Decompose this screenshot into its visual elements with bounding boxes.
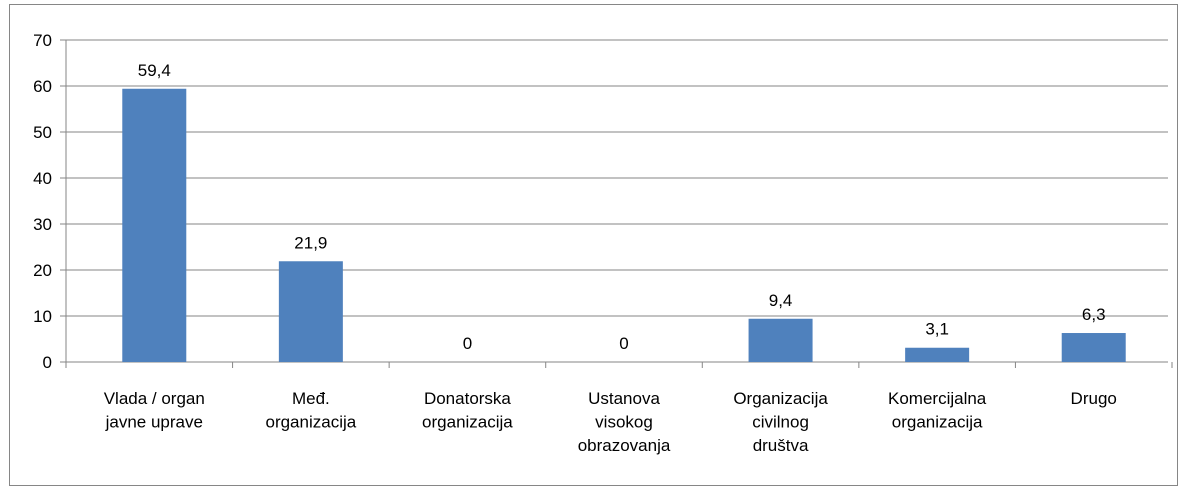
x-tick-label: Donatorska organizacija bbox=[422, 389, 513, 432]
y-tick-label: 50 bbox=[33, 123, 52, 142]
x-tick-label: Drugo bbox=[1071, 389, 1117, 408]
data-label: 3,1 bbox=[925, 320, 949, 339]
bar bbox=[748, 318, 813, 362]
y-tick-label: 0 bbox=[43, 353, 52, 372]
data-label: 0 bbox=[463, 334, 472, 353]
y-tick-label: 30 bbox=[33, 215, 52, 234]
chart-border bbox=[9, 4, 1178, 486]
data-label: 9,4 bbox=[769, 291, 793, 310]
bar bbox=[278, 261, 343, 362]
data-label: 6,3 bbox=[1082, 305, 1106, 324]
y-tick-label: 20 bbox=[33, 261, 52, 280]
x-tick-label: Vlada / organ javne uprave bbox=[104, 389, 205, 432]
x-tick-label: Ustanova visokog obrazovanja bbox=[578, 389, 671, 455]
data-label: 59,4 bbox=[138, 61, 171, 80]
y-tick-label: 10 bbox=[33, 307, 52, 326]
x-tick-label: Organizacija civilnog društva bbox=[733, 389, 828, 455]
bar bbox=[1061, 333, 1126, 362]
data-label: 21,9 bbox=[294, 233, 327, 252]
bar bbox=[905, 347, 970, 362]
x-tick-label: Međ. organizacija bbox=[265, 389, 356, 432]
y-tick-label: 60 bbox=[33, 77, 52, 96]
data-label: 0 bbox=[619, 334, 628, 353]
y-tick-label: 40 bbox=[33, 169, 52, 188]
bar bbox=[122, 88, 187, 362]
x-tick-label: Komercijalna organizacija bbox=[888, 389, 987, 432]
y-tick-label: 70 bbox=[33, 31, 52, 50]
